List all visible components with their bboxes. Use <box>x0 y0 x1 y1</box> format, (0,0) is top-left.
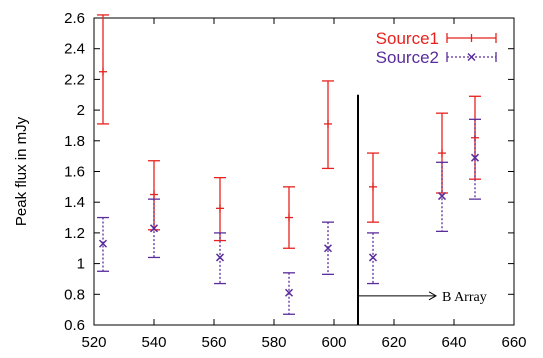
x-tick-label: 560 <box>201 334 226 351</box>
x-tick-label: 580 <box>261 334 286 351</box>
y-tick-label: 2.2 <box>64 71 85 88</box>
marker-cross-b <box>149 224 159 233</box>
x-tick-label: 660 <box>501 334 526 351</box>
legend-marker-b <box>467 52 476 62</box>
x-tick-label: 600 <box>321 334 346 351</box>
axis-tick-labels: 520 540 560 580 600 620 640 660 0.6 0.8 1 1.2 1.4 1.6… <box>64 10 526 351</box>
y-axis-label: Peak flux in mJy <box>13 116 30 226</box>
y-tick-label: 1 <box>77 256 85 273</box>
marker-cross-b <box>437 192 447 201</box>
data-point <box>148 160 160 231</box>
legend-entry: Source1 <box>376 29 497 48</box>
marker-cross-b <box>368 253 378 262</box>
annotation-label: B Array <box>442 290 487 305</box>
marker-cross-b <box>215 253 225 262</box>
x-tick-label: 540 <box>141 334 166 351</box>
y-tick-label: 0.6 <box>64 317 85 334</box>
data-point <box>214 176 226 242</box>
data-point <box>97 14 109 125</box>
data-point <box>367 232 379 285</box>
x-tick-label: 640 <box>441 334 466 351</box>
marker-cross-b <box>284 288 294 297</box>
axis-ticks <box>93 17 515 326</box>
data-point <box>283 186 295 249</box>
y-tick-label: 1.2 <box>64 225 85 242</box>
x-tick-label: 620 <box>381 334 406 351</box>
marker-cross-b <box>98 239 108 248</box>
y-tick-label: 0.8 <box>64 286 85 303</box>
data-point <box>97 216 109 272</box>
y-tick-label: 1.8 <box>64 133 85 150</box>
data-point <box>367 152 379 223</box>
plot-frame <box>93 17 515 326</box>
annotation-group: B Array <box>357 94 487 325</box>
marker-cross-b <box>470 153 480 162</box>
legend-label: Source1 <box>376 29 439 48</box>
data-point <box>436 161 448 233</box>
data-point <box>469 118 481 200</box>
y-tick-label: 2.6 <box>64 10 85 27</box>
y-tick-label: 1.4 <box>64 194 85 211</box>
legend-entry: Source2 <box>376 48 497 67</box>
series-group <box>97 14 481 315</box>
data-point <box>214 232 226 285</box>
data-point <box>148 198 160 259</box>
data-point <box>283 272 295 315</box>
data-point <box>436 112 448 194</box>
annotation-arrow-head <box>428 291 438 301</box>
y-tick-label: 1.6 <box>64 164 85 181</box>
marker-cross-b <box>323 244 333 253</box>
legend-label: Source2 <box>376 48 439 67</box>
data-point <box>322 221 334 275</box>
x-tick-label: 520 <box>81 334 106 351</box>
series-1 <box>97 14 481 249</box>
series-2 <box>97 118 481 315</box>
y-tick-label: 2 <box>77 102 85 119</box>
y-tick-label: 2.4 <box>64 41 85 58</box>
data-point <box>322 80 334 170</box>
data-point <box>469 95 481 180</box>
